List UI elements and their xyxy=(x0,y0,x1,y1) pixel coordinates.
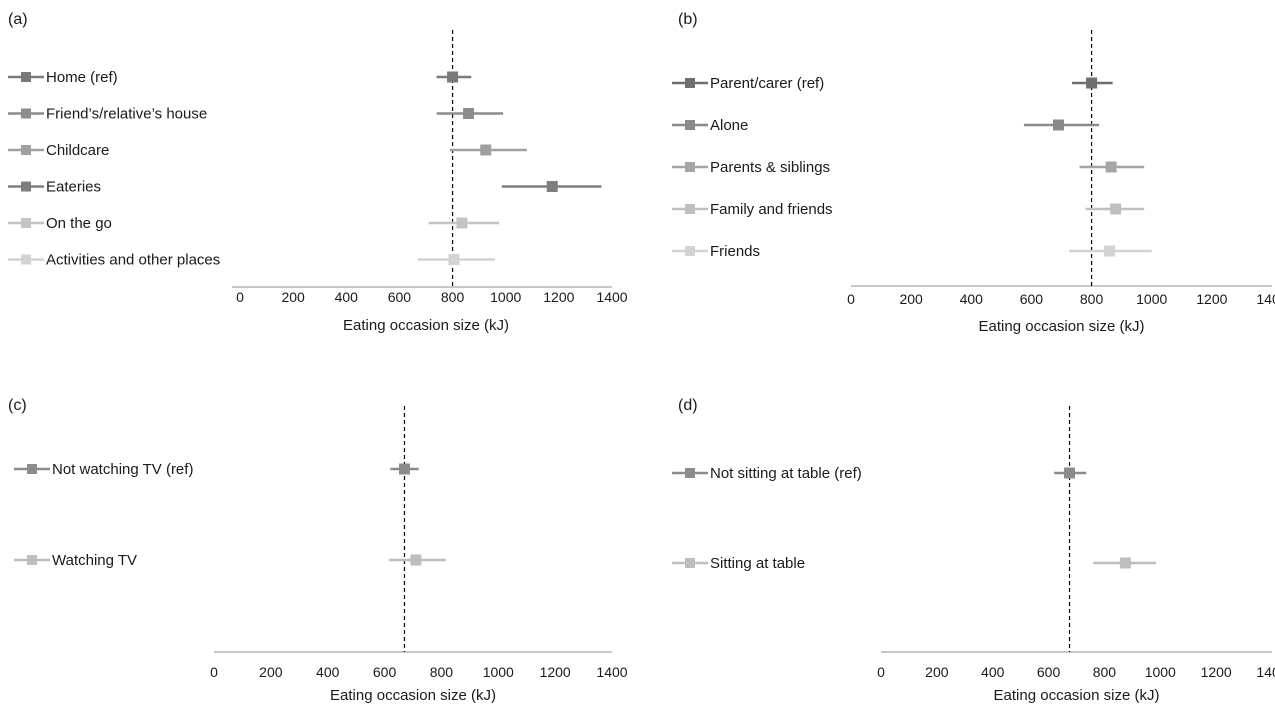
point-estimate xyxy=(410,554,422,566)
x-tick-label: 0 xyxy=(847,291,855,307)
point-estimate xyxy=(546,181,558,192)
legend-marker xyxy=(21,108,31,119)
x-tick-label: 1200 xyxy=(540,664,571,680)
category-label: Friends xyxy=(710,243,760,260)
x-tick-label: 0 xyxy=(210,664,218,680)
category-label: On the go xyxy=(46,215,112,232)
category-label: Not sitting at table (ref) xyxy=(710,465,862,482)
point-estimate xyxy=(1064,467,1076,479)
category-label: Sitting at table xyxy=(710,555,805,572)
x-tick-label: 800 xyxy=(430,664,454,680)
panel-d: (d) 0 200 400 600 800 1000 1200 1400 Eating occas… xyxy=(672,397,1275,704)
x-tick-label: 600 xyxy=(1020,291,1044,307)
category-label: Parent/carer (ref) xyxy=(710,75,824,92)
point-estimate xyxy=(398,463,410,475)
panel-a: (a) 0 200 400 600 800 1000 1200 1400 Eating occas… xyxy=(8,11,628,334)
panel-label: (d) xyxy=(678,397,698,414)
x-tick-label: 400 xyxy=(335,289,359,305)
x-tick-label: 1000 xyxy=(1136,291,1167,307)
point-estimate xyxy=(1104,245,1116,257)
legend-marker xyxy=(21,218,31,228)
legend-marker xyxy=(685,120,695,130)
category-label: Alone xyxy=(710,117,748,134)
x-tick-label: 1200 xyxy=(543,289,574,305)
x-tick-label: 400 xyxy=(316,664,340,680)
panel-label: (b) xyxy=(678,11,698,28)
category-label: Family and friends xyxy=(710,201,833,218)
x-tick-label: 800 xyxy=(1080,291,1104,307)
x-tick-label: 1400 xyxy=(596,664,627,680)
category-label: Watching TV xyxy=(52,552,137,569)
point-estimate xyxy=(1105,161,1117,173)
x-tick-label: 1400 xyxy=(596,289,627,305)
x-tick-label: 1200 xyxy=(1196,291,1227,307)
legend-marker xyxy=(685,246,695,256)
x-tick-label: 1000 xyxy=(1145,664,1176,680)
x-tick-label: 1400 xyxy=(1256,664,1275,680)
x-axis-label: Eating occasion size (kJ) xyxy=(330,687,496,704)
x-tick-label: 200 xyxy=(899,291,923,307)
x-tick-label: 0 xyxy=(877,664,885,680)
x-tick-label: 400 xyxy=(981,664,1005,680)
legend-marker xyxy=(685,468,695,478)
x-tick-label: 1400 xyxy=(1256,291,1275,307)
point-estimate xyxy=(1086,77,1098,89)
x-tick-label: 400 xyxy=(960,291,984,307)
legend-marker xyxy=(685,204,695,214)
point-estimate xyxy=(1119,557,1131,569)
legend-marker xyxy=(21,181,31,192)
panel-label: (a) xyxy=(8,11,28,28)
legend-marker xyxy=(21,72,31,82)
legend-marker xyxy=(685,78,695,88)
x-tick-label: 1200 xyxy=(1201,664,1232,680)
legend-marker xyxy=(27,555,37,565)
legend-marker xyxy=(27,464,37,474)
category-label: Home (ref) xyxy=(46,69,118,86)
panel-b: (b) 0 200 400 600 800 1000 1200 1400 Eating occas… xyxy=(672,11,1275,335)
panel-label: (c) xyxy=(8,397,27,414)
category-label: Parents & siblings xyxy=(710,159,830,176)
legend-marker xyxy=(21,254,31,265)
x-tick-label: 800 xyxy=(1093,664,1117,680)
category-label: Eateries xyxy=(46,179,101,196)
x-axis-label: Eating occasion size (kJ) xyxy=(343,317,509,334)
category-label: Friend’s/relative’s house xyxy=(46,106,207,123)
point-estimate xyxy=(1110,203,1122,215)
panel-c: (c) 0 200 400 600 800 1000 1200 1400 Eating occas… xyxy=(8,397,628,704)
point-estimate xyxy=(463,108,475,119)
category-label: Activities and other places xyxy=(46,252,220,269)
x-tick-label: 600 xyxy=(388,289,412,305)
x-tick-label: 0 xyxy=(236,289,244,305)
x-tick-label: 200 xyxy=(259,664,283,680)
x-axis-label: Eating occasion size (kJ) xyxy=(979,318,1145,335)
x-tick-label: 200 xyxy=(925,664,949,680)
point-estimate xyxy=(456,217,468,229)
category-label: Childcare xyxy=(46,142,109,159)
x-tick-label: 1000 xyxy=(490,289,521,305)
x-tick-label: 800 xyxy=(441,289,465,305)
x-tick-label: 600 xyxy=(1037,664,1061,680)
x-tick-label: 600 xyxy=(373,664,397,680)
legend-marker xyxy=(21,145,31,155)
x-tick-label: 200 xyxy=(281,289,305,305)
legend-marker xyxy=(685,558,695,568)
category-label: Not watching TV (ref) xyxy=(52,461,193,478)
legend-marker xyxy=(685,162,695,172)
point-estimate xyxy=(480,144,492,156)
x-tick-label: 1000 xyxy=(483,664,514,680)
x-axis-label: Eating occasion size (kJ) xyxy=(994,687,1160,704)
point-estimate xyxy=(448,254,460,265)
point-estimate xyxy=(447,71,459,83)
point-estimate xyxy=(1052,119,1064,131)
